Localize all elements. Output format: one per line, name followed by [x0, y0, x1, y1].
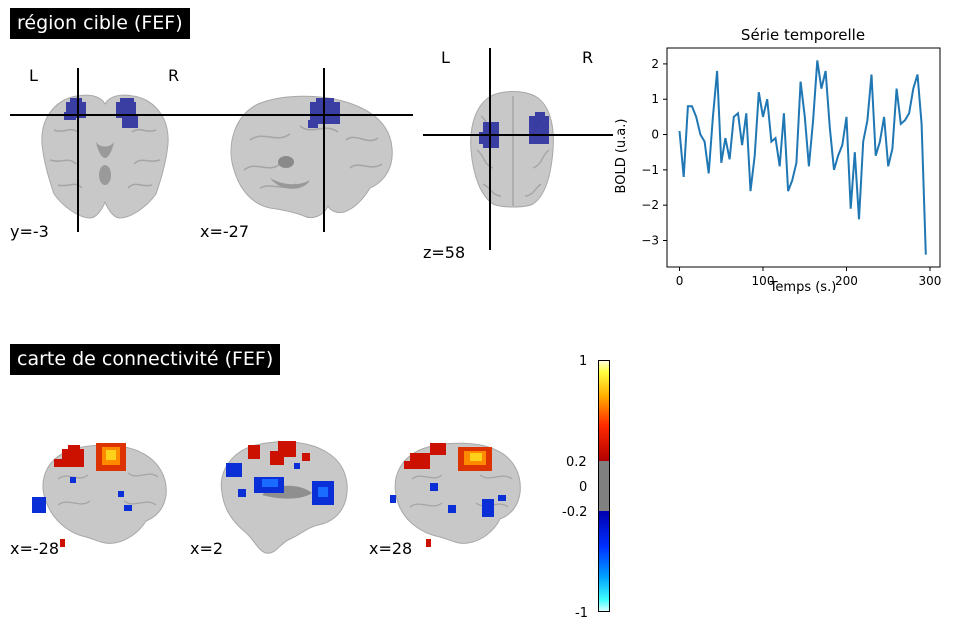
- conn-red-cluster-mid: [248, 441, 310, 465]
- y-tick-label: −2: [641, 198, 659, 212]
- connectivity-slice-mid: [214, 435, 354, 560]
- coronal-slice: [10, 60, 200, 240]
- colorbar-tick-neg1: -1: [575, 606, 588, 621]
- colorbar-tick-1: 1: [579, 354, 588, 369]
- conn-slice-label-2: x=2: [190, 539, 224, 558]
- axial-coord-label: z=58: [423, 243, 466, 262]
- x-tick-label: 100: [752, 274, 775, 288]
- y-tick-label: −1: [641, 163, 659, 177]
- sagittal-coord-label: x=-27: [200, 222, 250, 241]
- connectivity-slice-left: [28, 435, 172, 555]
- conn-red-cluster: [54, 445, 84, 467]
- brain-axial: [470, 91, 554, 208]
- chart-xlabel: Temps (s.): [769, 280, 837, 295]
- colorbar-tick-neg0.2: -0.2: [562, 505, 588, 520]
- conn-blue-cluster-right: [390, 483, 506, 517]
- roi-title: région cible (FEF): [10, 8, 190, 39]
- axial-slice: [423, 46, 613, 252]
- plot-frame: [666, 47, 941, 268]
- y-axis-ticks: 2 1 0 −1 −2 −3: [641, 57, 667, 248]
- conn-blue-cluster-mid: [226, 463, 334, 505]
- connectivity-slice-right: [390, 435, 530, 555]
- conn-red-cluster-right: [404, 443, 446, 469]
- conn-hot-cluster: [96, 443, 126, 471]
- conn-slice-label-3: x=28: [369, 539, 413, 558]
- chart-ylabel: BOLD (u.a.): [614, 119, 629, 194]
- axial-left-label: L: [441, 48, 450, 67]
- x-tick-label: 200: [835, 274, 858, 288]
- coronal-coord-label: y=-3: [10, 222, 49, 241]
- series-line: [678, 60, 927, 255]
- x-tick-label: 0: [676, 274, 684, 288]
- coronal-left-label: L: [29, 66, 38, 85]
- y-tick-label: 1: [651, 92, 659, 106]
- brain-sagittal: [230, 95, 393, 219]
- axial-right-label: R: [582, 48, 594, 67]
- y-tick-label: 2: [651, 57, 659, 71]
- sagittal-slice: [200, 60, 413, 240]
- conn-slice-label-1: x=-28: [10, 539, 60, 558]
- coronal-right-label: R: [168, 66, 180, 85]
- colorbar: [598, 360, 610, 612]
- connectivity-title: carte de connectivité (FEF): [10, 344, 281, 375]
- colorbar-tick-0.2: 0.2: [566, 455, 587, 470]
- x-axis-ticks: 0 100 200 300: [676, 267, 942, 288]
- timeseries-chart: Série temporelle Temps (s.) BOLD (u.a.) …: [610, 20, 953, 300]
- y-tick-label: 0: [651, 128, 659, 142]
- chart-title: Série temporelle: [741, 26, 865, 44]
- roi-blob-axial-right: [529, 112, 549, 144]
- colorbar-tick-0: 0: [579, 480, 588, 495]
- y-tick-label: −3: [641, 234, 659, 248]
- x-tick-label: 300: [919, 274, 942, 288]
- conn-hot-cluster-right: [458, 447, 492, 471]
- conn-blue-cluster: [32, 477, 132, 513]
